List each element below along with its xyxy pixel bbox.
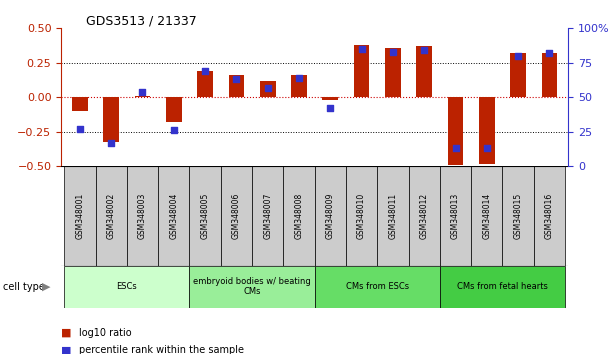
Text: GSM348006: GSM348006 bbox=[232, 193, 241, 239]
Bar bbox=[479, 97, 495, 164]
Bar bbox=[534, 166, 565, 266]
Text: GSM348008: GSM348008 bbox=[295, 193, 304, 239]
Point bbox=[75, 126, 85, 132]
Bar bbox=[291, 75, 307, 97]
Text: GSM348009: GSM348009 bbox=[326, 193, 335, 239]
Bar bbox=[448, 97, 463, 165]
Text: ■: ■ bbox=[61, 346, 71, 354]
Bar bbox=[127, 166, 158, 266]
Point bbox=[169, 128, 178, 133]
Text: ■: ■ bbox=[61, 328, 71, 338]
Bar bbox=[541, 53, 557, 97]
Bar bbox=[221, 166, 252, 266]
Text: percentile rank within the sample: percentile rank within the sample bbox=[79, 346, 244, 354]
Bar bbox=[189, 166, 221, 266]
Point bbox=[294, 75, 304, 81]
Bar bbox=[197, 71, 213, 97]
Text: GDS3513 / 21337: GDS3513 / 21337 bbox=[87, 14, 197, 27]
Bar bbox=[95, 166, 127, 266]
Text: GSM348011: GSM348011 bbox=[389, 193, 397, 239]
Point bbox=[482, 145, 492, 151]
Bar bbox=[284, 166, 315, 266]
Bar bbox=[346, 166, 377, 266]
Text: embryoid bodies w/ beating
CMs: embryoid bodies w/ beating CMs bbox=[193, 277, 311, 296]
Point bbox=[388, 49, 398, 55]
Bar bbox=[385, 48, 401, 97]
Bar bbox=[252, 166, 284, 266]
Point bbox=[263, 85, 273, 91]
Point bbox=[513, 53, 523, 59]
Point bbox=[106, 140, 116, 146]
Bar bbox=[417, 46, 432, 97]
Point bbox=[451, 145, 461, 151]
Bar bbox=[471, 166, 502, 266]
Text: GSM348001: GSM348001 bbox=[75, 193, 84, 239]
Bar bbox=[103, 97, 119, 142]
Point bbox=[232, 76, 241, 82]
Text: GSM348003: GSM348003 bbox=[138, 193, 147, 239]
Text: cell type: cell type bbox=[3, 282, 45, 292]
Bar bbox=[440, 266, 565, 308]
Bar bbox=[323, 97, 338, 100]
Text: GSM348015: GSM348015 bbox=[514, 193, 522, 239]
Text: GSM348010: GSM348010 bbox=[357, 193, 366, 239]
Text: GSM348005: GSM348005 bbox=[200, 193, 210, 239]
Bar bbox=[440, 166, 471, 266]
Bar bbox=[64, 266, 189, 308]
Point bbox=[357, 46, 367, 52]
Text: CMs from ESCs: CMs from ESCs bbox=[346, 282, 409, 291]
Text: GSM348002: GSM348002 bbox=[107, 193, 115, 239]
Text: GSM348013: GSM348013 bbox=[451, 193, 460, 239]
Bar bbox=[158, 166, 189, 266]
Bar bbox=[315, 266, 440, 308]
Bar bbox=[134, 96, 150, 97]
Bar bbox=[166, 97, 181, 122]
Point bbox=[544, 50, 554, 56]
Text: ▶: ▶ bbox=[42, 282, 50, 292]
Point bbox=[326, 105, 335, 111]
Text: GSM348016: GSM348016 bbox=[545, 193, 554, 239]
Bar bbox=[260, 81, 276, 97]
Bar bbox=[409, 166, 440, 266]
Point bbox=[419, 47, 429, 53]
Bar bbox=[354, 45, 370, 97]
Bar bbox=[315, 166, 346, 266]
Bar bbox=[510, 53, 526, 97]
Text: ESCs: ESCs bbox=[117, 282, 137, 291]
Bar bbox=[377, 166, 409, 266]
Bar bbox=[189, 266, 315, 308]
Point bbox=[137, 89, 147, 95]
Text: GSM348007: GSM348007 bbox=[263, 193, 273, 239]
Text: CMs from fetal hearts: CMs from fetal hearts bbox=[457, 282, 548, 291]
Point bbox=[200, 68, 210, 74]
Bar bbox=[229, 75, 244, 97]
Bar bbox=[502, 166, 534, 266]
Text: GSM348004: GSM348004 bbox=[169, 193, 178, 239]
Text: GSM348014: GSM348014 bbox=[482, 193, 491, 239]
Text: GSM348012: GSM348012 bbox=[420, 193, 429, 239]
Bar bbox=[64, 166, 95, 266]
Text: log10 ratio: log10 ratio bbox=[79, 328, 132, 338]
Bar bbox=[72, 97, 88, 111]
